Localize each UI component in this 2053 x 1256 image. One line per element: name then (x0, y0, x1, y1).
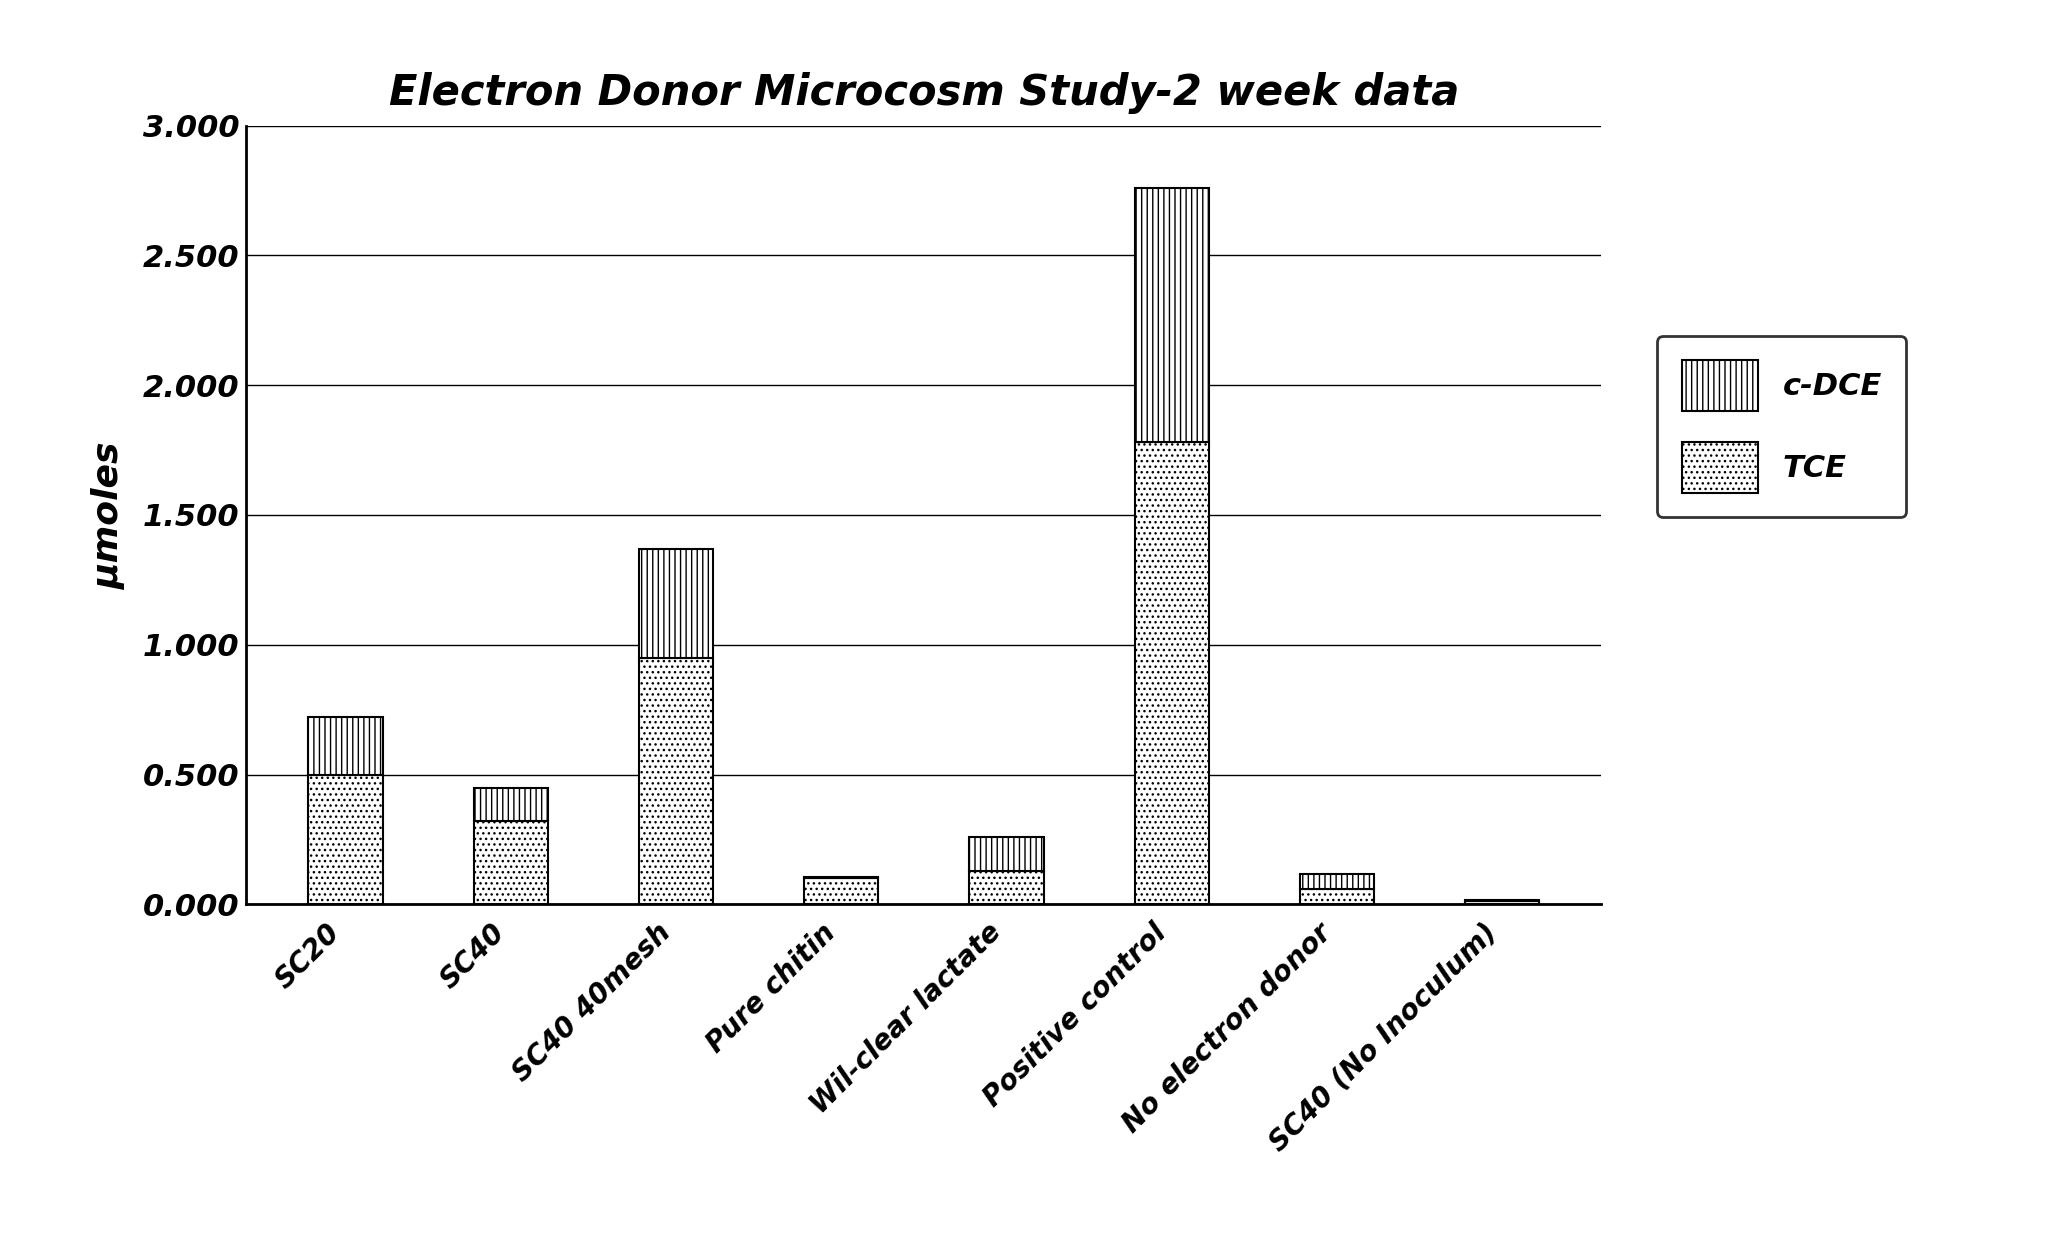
Bar (474, 821, 548, 904)
Y-axis label: μmoles: μmoles (92, 441, 125, 589)
Bar (1135, 188, 1209, 442)
Bar (474, 788, 548, 821)
Bar (638, 549, 712, 658)
Title: Electron Donor Microcosm Study-2 week data: Electron Donor Microcosm Study-2 week da… (388, 72, 1460, 114)
Bar (308, 717, 382, 775)
Bar (308, 775, 382, 904)
Bar (805, 877, 879, 878)
Bar (805, 878, 879, 904)
Bar (1300, 874, 1373, 889)
Bar (1466, 899, 1540, 902)
Bar (969, 870, 1043, 904)
Bar (1466, 902, 1540, 904)
Legend: c-DCE, TCE: c-DCE, TCE (1657, 335, 1907, 517)
Bar (1135, 442, 1209, 904)
Bar (969, 836, 1043, 870)
Bar (638, 658, 712, 904)
Bar (1300, 889, 1373, 904)
